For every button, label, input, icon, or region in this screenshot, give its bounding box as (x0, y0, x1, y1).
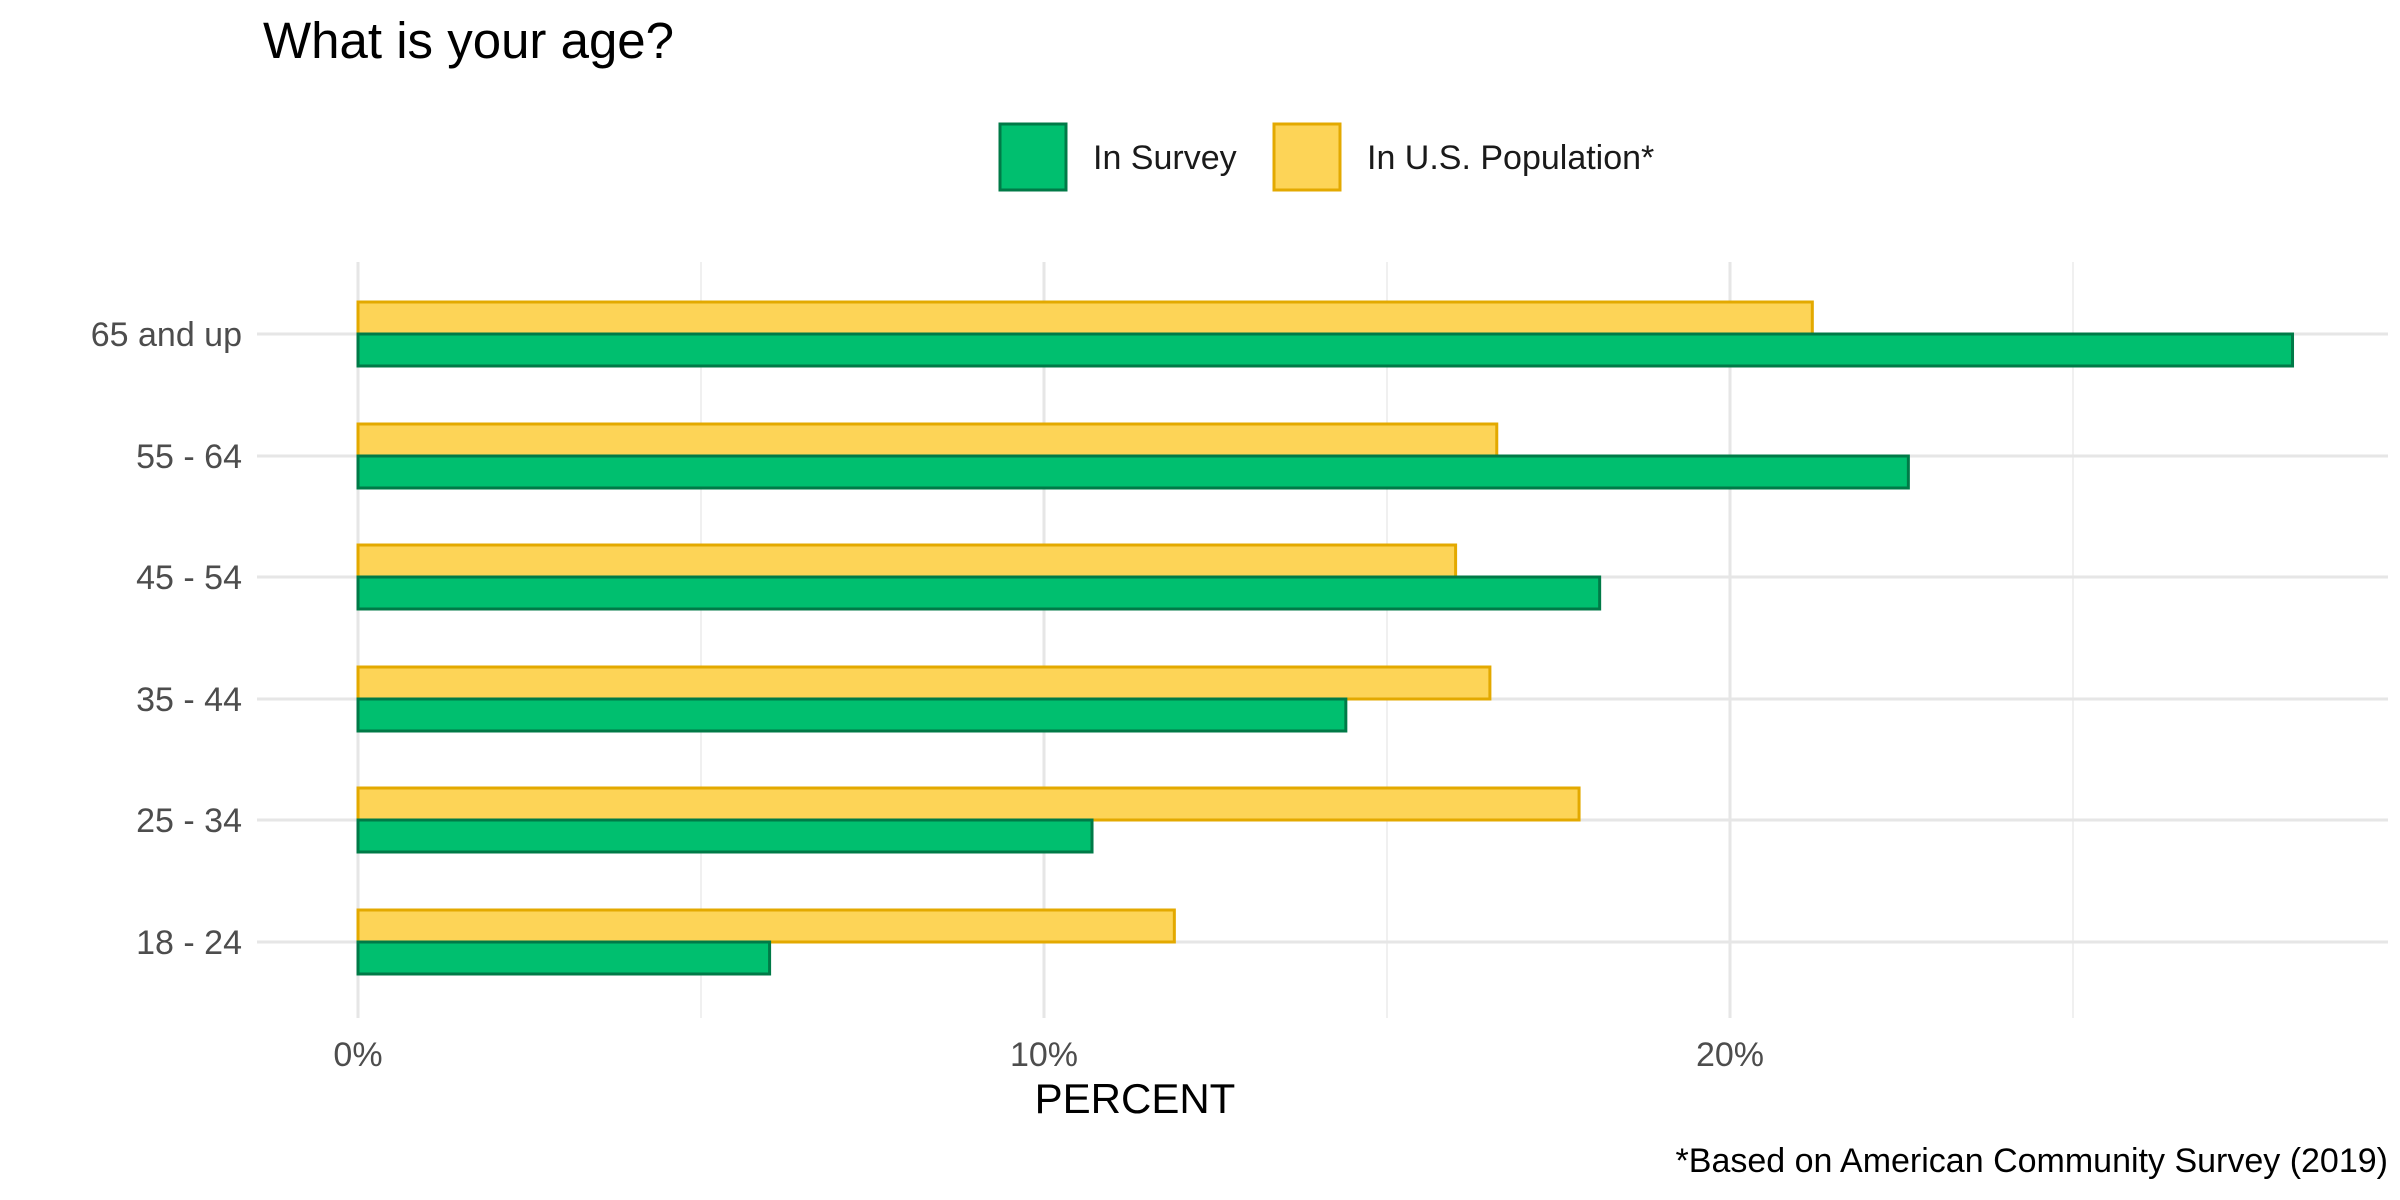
x-tick-labels: 0% 10% 20% (333, 1036, 1764, 1074)
category-label: 35 - 44 (136, 681, 242, 719)
bar-population (356, 786, 1581, 822)
bar-survey (356, 575, 1602, 611)
bar-population (356, 908, 1176, 944)
legend-swatch (998, 122, 1068, 192)
bar-survey (356, 454, 1910, 490)
bar-survey (356, 697, 1348, 733)
legend-label: In U.S. Population* (1367, 139, 1654, 177)
category-labels: 18 - 24 25 - 34 35 - 44 45 - 54 55 - 64 65 an… (91, 316, 242, 962)
x-tick-label: 20% (1696, 1036, 1764, 1074)
legend: In Survey In U.S. Population* (998, 122, 1654, 192)
bar-survey (356, 818, 1094, 854)
legend-label: In Survey (1093, 139, 1237, 177)
x-tick-label: 0% (333, 1036, 382, 1074)
chart-title: What is your age? (263, 12, 674, 69)
category-label: 65 and up (91, 316, 242, 354)
bars (356, 300, 2295, 976)
legend-swatch (1272, 122, 1342, 192)
category-label: 55 - 64 (136, 438, 242, 476)
bar-population (356, 543, 1458, 579)
bar-population (356, 665, 1492, 701)
bar-survey (356, 940, 772, 976)
x-axis-title: PERCENT (1035, 1075, 1236, 1122)
bar-survey (356, 332, 2295, 368)
bar-population (356, 422, 1499, 458)
category-label: 45 - 54 (136, 559, 242, 597)
category-label: 18 - 24 (136, 924, 242, 962)
grid (257, 262, 2388, 1018)
x-tick-label: 10% (1010, 1036, 1078, 1074)
bar-population (356, 300, 1814, 336)
caption: *Based on American Community Survey (201… (1676, 1142, 2388, 1180)
category-label: 25 - 34 (136, 802, 242, 840)
